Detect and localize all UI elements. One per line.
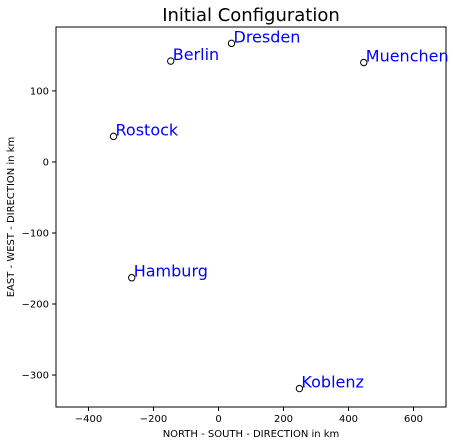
data-points: Berlin Dresden Muenchen Rostock Hamburg Koble…: [109, 27, 449, 393]
point-marker-muenchen: [360, 58, 368, 67]
x-tick-label: 600: [404, 414, 423, 425]
y-tick-label: −200: [22, 300, 49, 311]
point-label-muenchen: Muenchen: [366, 47, 449, 66]
point-marker-koblenz: [295, 384, 304, 393]
plot-area: [55, 26, 447, 408]
x-tick-label: −200: [140, 414, 167, 425]
y-axis: −300 −200 −100 0 100: [22, 86, 56, 382]
y-tick-label: −300: [22, 371, 49, 382]
x-tick-label: −400: [75, 414, 102, 425]
point-label-berlin: Berlin: [173, 45, 219, 64]
chart-title: Initial Configuration: [162, 5, 340, 26]
y-tick-label: 100: [30, 86, 49, 97]
point-label-rostock: Rostock: [116, 120, 179, 139]
y-axis-label: EAST - WEST - DIRECTION in km: [6, 137, 17, 298]
point-marker-rostock: [109, 132, 118, 141]
x-axis-label: NORTH - SOUTH - DIRECTION in km: [163, 429, 340, 440]
y-tick-label: −100: [22, 228, 49, 239]
point-label-dresden: Dresden: [234, 27, 301, 46]
point-marker-dresden: [227, 39, 236, 48]
x-tick-label: 0: [215, 414, 221, 425]
point-marker-berlin: [167, 57, 175, 65]
y-tick-label: 0: [43, 157, 49, 168]
x-axis: −400 −200 0 200 400 600: [75, 407, 423, 425]
x-tick-label: 200: [274, 414, 293, 425]
point-marker-hamburg: [128, 274, 136, 282]
point-label-hamburg: Hamburg: [134, 262, 208, 281]
x-tick-label: 400: [339, 414, 358, 425]
point-label-koblenz: Koblenz: [301, 373, 363, 392]
